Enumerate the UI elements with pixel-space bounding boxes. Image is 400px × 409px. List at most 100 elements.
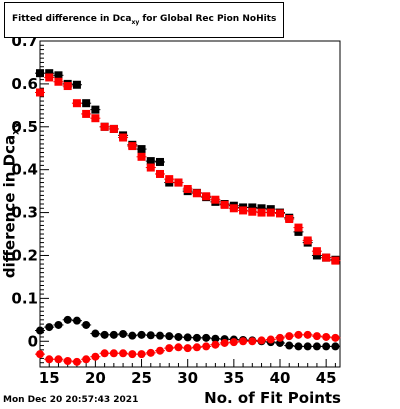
data-square-marker (247, 203, 258, 212)
circle-marker (100, 330, 109, 339)
data-circle-marker (62, 356, 73, 365)
chart-title: Fitted difference in Dcaxy for Global Re… (12, 14, 277, 26)
chart-title-box: Fitted difference in Dcaxy for Global Re… (4, 2, 284, 38)
circle-marker (294, 330, 303, 339)
square-marker (220, 200, 229, 209)
data-square-marker (62, 82, 73, 91)
data-circle-marker (321, 342, 332, 351)
data-circle-marker (81, 355, 92, 364)
square-marker (91, 105, 100, 114)
circle-marker (183, 333, 192, 342)
data-square-marker (136, 145, 147, 154)
data-square-marker (293, 227, 304, 236)
square-marker (82, 99, 91, 108)
circle-marker (331, 333, 340, 342)
data-square-marker (164, 175, 175, 184)
circle-marker (72, 357, 81, 366)
data-square-marker (90, 105, 101, 114)
square-marker (146, 163, 155, 172)
circle-marker (312, 332, 321, 341)
square-marker (248, 203, 257, 212)
data-circle-marker (145, 348, 156, 357)
data-circle-marker (256, 336, 267, 345)
circle-marker (45, 323, 54, 332)
circle-marker (285, 332, 294, 341)
data-circle-marker (210, 340, 221, 349)
data-circle-marker (118, 329, 129, 338)
data-circle-marker (228, 338, 239, 347)
data-circle-marker (219, 338, 230, 347)
circle-marker (202, 342, 211, 351)
data-circle-marker (90, 329, 101, 338)
circle-marker (303, 342, 312, 351)
square-marker (183, 184, 192, 193)
data-circle-marker (284, 341, 295, 350)
data-square-marker (219, 200, 230, 209)
square-marker (257, 204, 266, 213)
circle-marker (137, 350, 146, 359)
circle-marker (257, 336, 266, 345)
circle-marker (54, 320, 63, 329)
square-marker (72, 80, 81, 89)
circle-marker (248, 337, 257, 346)
data-square-marker (35, 88, 45, 97)
square-marker (36, 88, 44, 97)
data-circle-marker (311, 342, 322, 351)
square-marker (303, 236, 312, 245)
circle-marker (119, 329, 128, 338)
square-marker (156, 157, 164, 166)
data-circle-marker (71, 316, 82, 325)
x-tick-label: 20 (85, 369, 106, 387)
x-tick-label: 45 (316, 369, 337, 387)
data-square-marker (330, 256, 341, 265)
data-circle-marker (164, 344, 175, 353)
circle-marker (36, 326, 44, 335)
data-circle-marker (293, 342, 304, 351)
circle-marker (174, 343, 183, 352)
circle-marker (109, 349, 118, 358)
circle-marker (91, 352, 100, 361)
circle-marker (137, 330, 146, 339)
data-circle-marker (127, 350, 138, 359)
data-square-marker (118, 133, 129, 142)
square-marker (165, 175, 174, 184)
data-square-marker (247, 207, 258, 216)
data-circle-marker (182, 344, 193, 353)
data-square-marker (228, 204, 239, 213)
data-square-marker (182, 184, 193, 193)
data-square-marker (210, 195, 221, 204)
circle-marker (128, 331, 137, 340)
data-circle-marker (62, 315, 73, 324)
data-square-marker (81, 109, 92, 118)
square-marker (239, 206, 248, 215)
data-circle-marker (302, 342, 313, 351)
square-marker (248, 207, 257, 216)
data-circle-marker (321, 332, 332, 341)
circle-marker (322, 332, 331, 341)
data-square-marker (155, 157, 165, 166)
square-marker (312, 247, 321, 256)
circle-marker (82, 320, 91, 329)
square-marker (174, 178, 183, 187)
data-square-marker (71, 99, 82, 108)
data-circle-marker (238, 337, 249, 346)
x-tick-label: 30 (177, 369, 198, 387)
square-marker (119, 133, 128, 142)
data-circle-marker (330, 342, 341, 351)
square-marker (294, 227, 303, 236)
square-marker (45, 73, 54, 82)
data-circle-marker (155, 346, 165, 355)
circle-marker (220, 338, 229, 347)
square-marker (294, 223, 303, 232)
square-marker (63, 82, 72, 91)
x-tick-label: 35 (223, 369, 244, 387)
data-square-marker (191, 189, 202, 198)
data-circle-marker (118, 349, 129, 358)
data-circle-marker (284, 332, 295, 341)
x-tick-label: 15 (39, 369, 60, 387)
data-circle-marker (210, 334, 221, 343)
data-circle-marker (35, 350, 45, 359)
circle-marker (183, 344, 192, 353)
data-square-marker (238, 206, 249, 215)
